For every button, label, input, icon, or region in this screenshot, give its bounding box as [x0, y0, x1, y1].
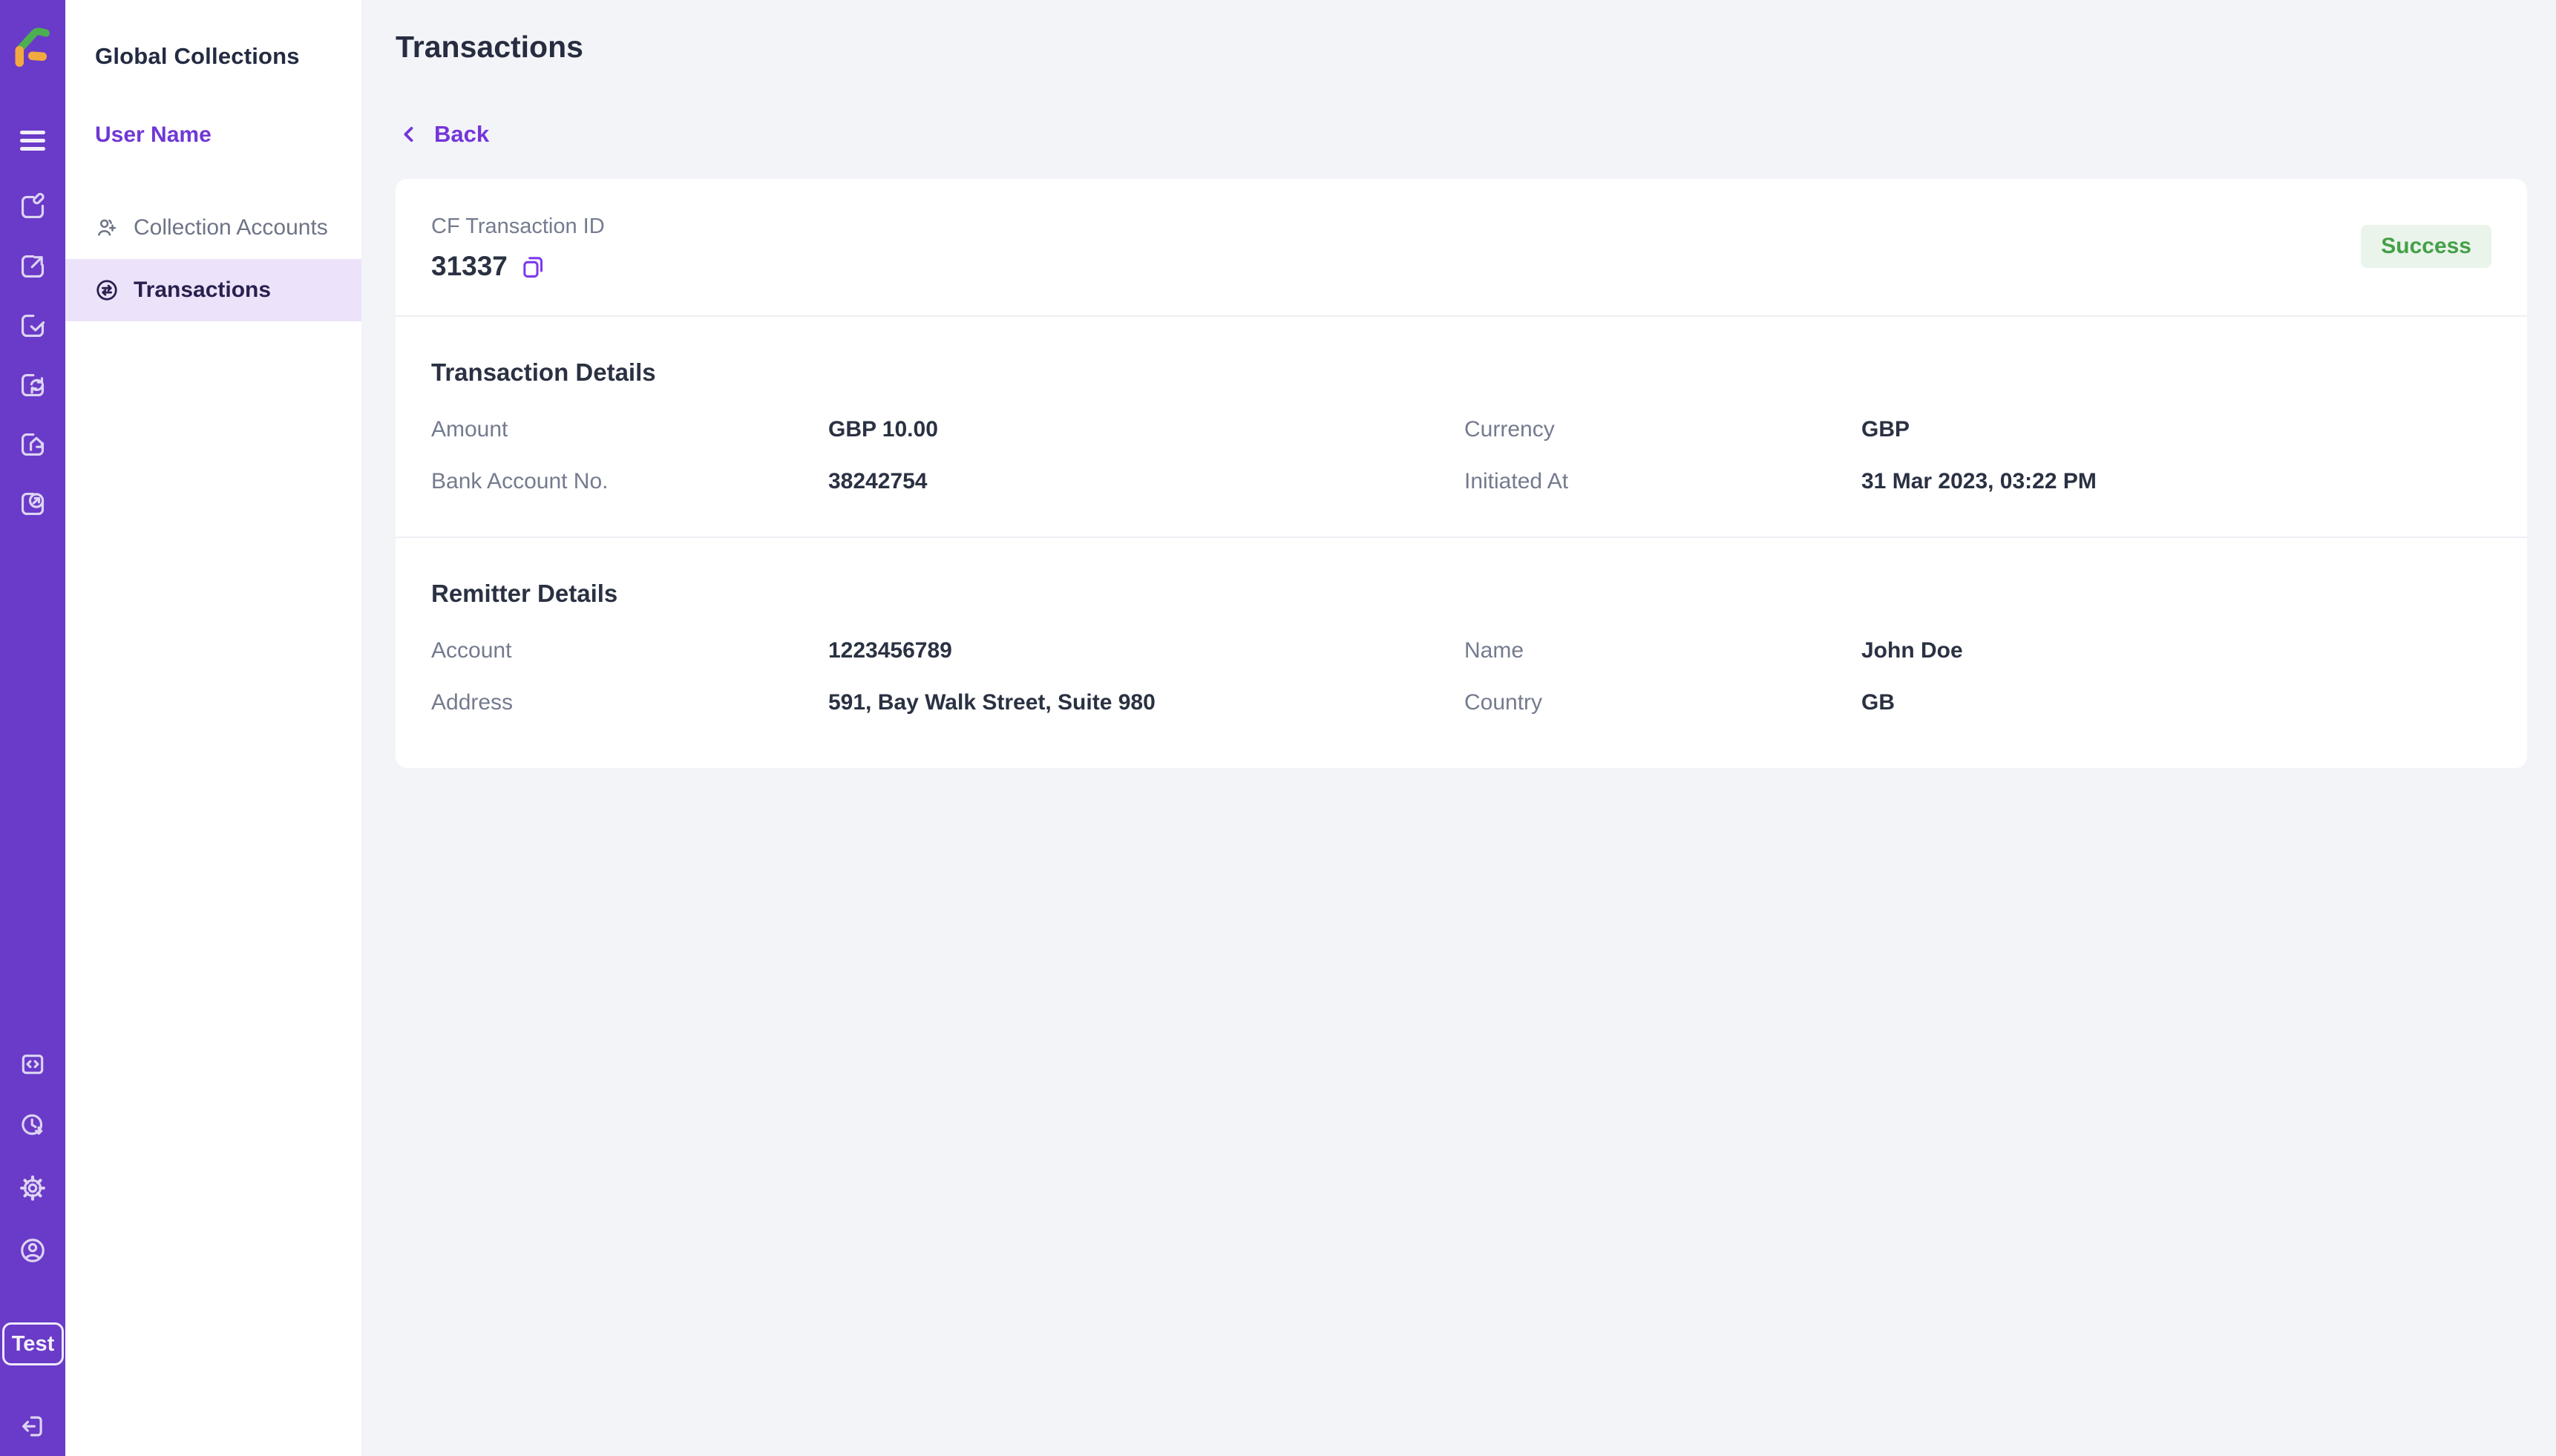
- app-title: Global Collections: [95, 43, 300, 69]
- icon-rail: Test: [0, 0, 65, 1456]
- field-label: Currency: [1464, 417, 1555, 442]
- back-button[interactable]: Back: [399, 121, 489, 148]
- sidebar-item-collection-accounts[interactable]: Collection Accounts: [65, 197, 361, 259]
- field-value: GB: [1861, 690, 1895, 715]
- remitter-details-section: Remitter Details Account 1223456789 Name…: [396, 538, 2527, 768]
- sync-square-icon[interactable]: [19, 371, 47, 399]
- field-label: Account: [431, 638, 512, 663]
- hamburger-menu-icon[interactable]: [20, 131, 45, 155]
- field-label: Amount: [431, 417, 508, 442]
- check-square-icon[interactable]: [19, 312, 47, 340]
- section-title: Remitter Details: [431, 580, 618, 607]
- field-value: John Doe: [1861, 638, 1963, 663]
- field-value: 31 Mar 2023, 03:22 PM: [1861, 469, 2097, 493]
- status-badge: Success: [2361, 225, 2491, 268]
- history-clock-icon[interactable]: [19, 1112, 47, 1140]
- developer-code-icon[interactable]: [19, 1049, 47, 1078]
- page-title: Transactions: [396, 30, 583, 64]
- settings-gear-icon[interactable]: [19, 1174, 47, 1202]
- field-label: Name: [1464, 638, 1524, 663]
- copy-icon[interactable]: [521, 255, 545, 279]
- account-person-icon[interactable]: [19, 1236, 47, 1265]
- field-value: 1223456789: [828, 638, 952, 663]
- sidebar-item-transactions[interactable]: Transactions: [65, 259, 361, 321]
- cf-transaction-id-label: CF Transaction ID: [431, 214, 605, 238]
- transfer-arrows-icon: [96, 280, 117, 301]
- logout-icon[interactable]: [19, 1412, 47, 1440]
- edit-square-icon[interactable]: [19, 193, 47, 221]
- user-plus-icon: [98, 219, 117, 236]
- cf-transaction-id-value: 31337: [431, 251, 508, 281]
- chevron-left-icon: [404, 126, 413, 142]
- share-square-icon[interactable]: [19, 252, 47, 281]
- divider: [396, 315, 2527, 317]
- field-label: Country: [1464, 690, 1543, 715]
- field-value: GBP: [1861, 417, 1910, 442]
- back-label: Back: [434, 121, 490, 147]
- user-name-link[interactable]: User Name: [95, 122, 212, 147]
- sidebar-item-label: Collection Accounts: [134, 215, 328, 240]
- sidebar-nav: Collection Accounts Transactions: [65, 197, 361, 321]
- card-header: CF Transaction ID 31337 Success: [396, 179, 2527, 315]
- brand-logo-icon: [14, 27, 51, 68]
- main-content: Transactions Back CF Transaction ID 3133…: [361, 0, 2556, 1456]
- divider: [396, 537, 2527, 538]
- field-value: GBP 10.00: [828, 417, 938, 442]
- transaction-detail-card: CF Transaction ID 31337 Success Transact…: [396, 179, 2527, 768]
- field-label: Initiated At: [1464, 469, 1569, 493]
- test-mode-button[interactable]: Test: [2, 1322, 64, 1365]
- sidebar-item-label: Transactions: [134, 278, 272, 302]
- field-label: Address: [431, 690, 514, 715]
- refund-square-icon[interactable]: [19, 490, 47, 518]
- field-label: Bank Account No.: [431, 469, 609, 493]
- field-value: 591, Bay Walk Street, Suite 980: [828, 690, 1156, 715]
- transaction-details-section: Transaction Details Amount GBP 10.00 Cur…: [396, 317, 2527, 537]
- home-square-icon[interactable]: [19, 430, 47, 459]
- field-value: 38242754: [828, 469, 928, 493]
- section-title: Transaction Details: [431, 358, 656, 386]
- secondary-sidebar: Global Collections User Name Collection …: [65, 0, 361, 1456]
